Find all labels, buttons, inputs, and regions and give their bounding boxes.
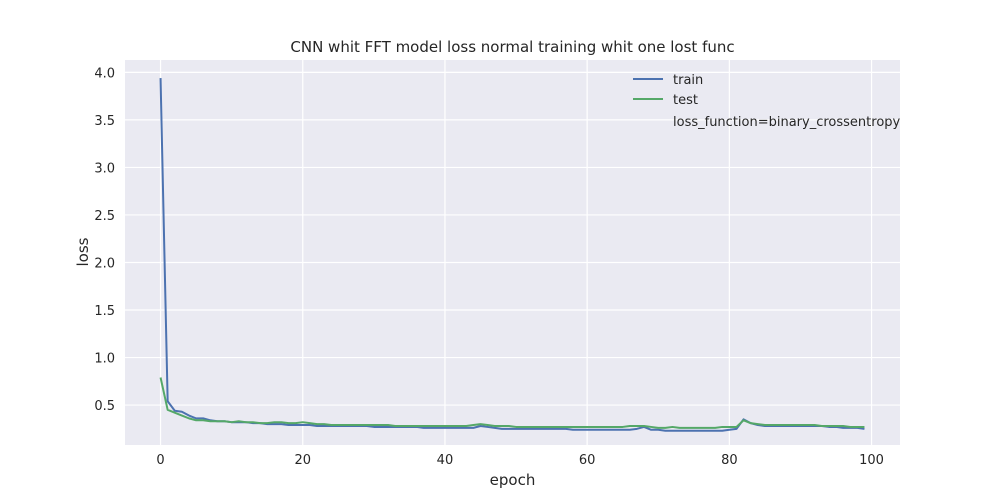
y-tick-label: 4.0 <box>94 66 115 81</box>
legend-test-label: test <box>673 93 698 108</box>
x-tick-label: 80 <box>721 453 738 468</box>
x-axis-label: epoch <box>490 471 536 489</box>
y-tick-label: 1.0 <box>94 352 115 367</box>
legend: train test loss_function=binary_crossent… <box>633 73 901 130</box>
tick-labels: 0 20 40 60 80 100 0.5 1.0 1.5 2.0 2.5 3.0 3.5 4.0 <box>94 66 884 468</box>
x-tick-label: 0 <box>156 453 164 468</box>
y-tick-label: 1.5 <box>94 304 115 319</box>
series-lines <box>159 78 865 432</box>
y-tick-label: 3.0 <box>94 161 115 176</box>
grid <box>125 60 900 445</box>
y-tick-label: 2.0 <box>94 256 115 271</box>
x-tick-label: 100 <box>859 453 884 468</box>
y-axis-label: loss <box>74 237 92 266</box>
y-tick-label: 3.5 <box>94 114 115 129</box>
x-tick-label: 20 <box>294 453 311 468</box>
legend-train-label: train <box>673 73 703 88</box>
chart-title: CNN whit FFT model loss normal training … <box>290 38 734 56</box>
x-tick-label: 60 <box>579 453 596 468</box>
series-line-test <box>159 377 865 429</box>
y-tick-label: 2.5 <box>94 209 115 224</box>
y-tick-label: 0.5 <box>94 399 115 414</box>
plot-area <box>125 60 900 445</box>
x-tick-label: 40 <box>437 453 454 468</box>
legend-loss-function-label: loss_function=binary_crossentropy <box>673 115 901 130</box>
